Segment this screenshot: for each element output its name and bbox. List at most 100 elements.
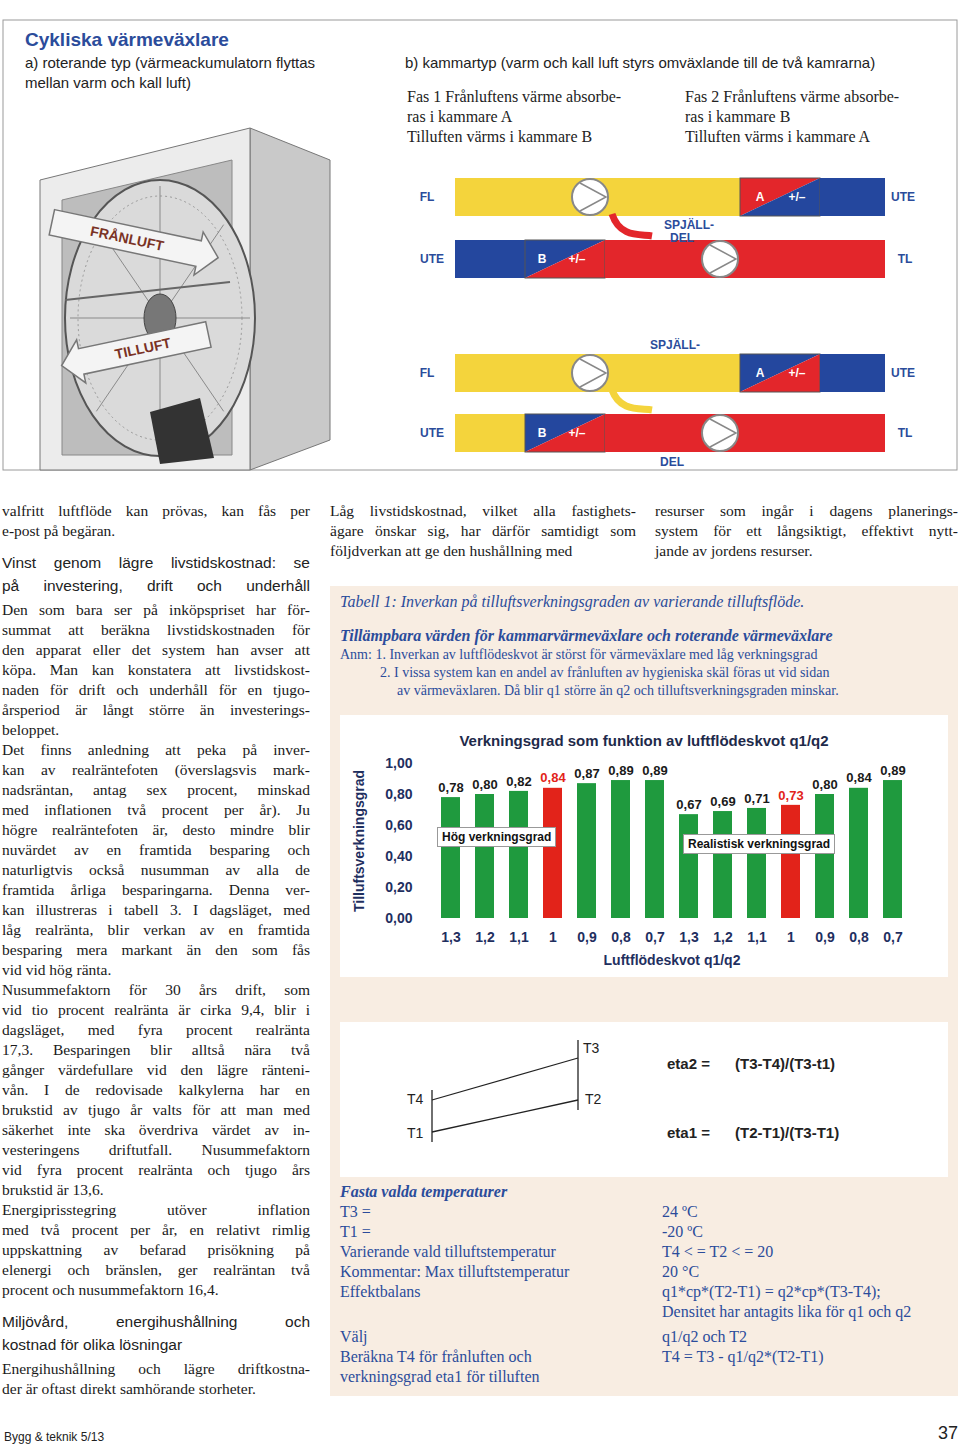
svg-text:Luftflödeskvot q1/q2: Luftflödeskvot q1/q2 bbox=[604, 952, 741, 968]
html-text:a) roterande typ (värmeackumul: a) roterande typ (värmeackumulatorn flyt… bbox=[25, 54, 316, 71]
svg-text:0,40: 0,40 bbox=[385, 848, 412, 864]
svg-text:0,80: 0,80 bbox=[472, 777, 497, 792]
svg-text:1,3: 1,3 bbox=[441, 929, 461, 945]
svg-text:FL: FL bbox=[420, 366, 435, 380]
svg-text:B: B bbox=[538, 426, 547, 440]
svg-text:0,82: 0,82 bbox=[506, 774, 531, 789]
svg-text:0,84: 0,84 bbox=[846, 770, 872, 785]
svg-text:FRÅNLUFT: FRÅNLUFT bbox=[89, 223, 166, 254]
svg-text:0,89: 0,89 bbox=[642, 763, 667, 778]
html-text:nuvärdet av en framtida bespar: nuvärdet av en framtida besparing och bbox=[2, 841, 310, 858]
svg-text:0,60: 0,60 bbox=[385, 817, 412, 833]
html-text:e-post på begäran.: e-post på begäran. bbox=[2, 522, 116, 539]
html-text:kan illustreras i tabell 3. I: kan illustreras i tabell 3. I dagsläget,… bbox=[2, 901, 310, 918]
svg-text:TL: TL bbox=[898, 252, 913, 266]
svg-text:1,2: 1,2 bbox=[475, 929, 495, 945]
svg-text:0,69: 0,69 bbox=[710, 794, 735, 809]
svg-text:eta2 =: eta2 = bbox=[667, 1055, 710, 1072]
svg-text:(T2-T1)/(T3-T1): (T2-T1)/(T3-T1) bbox=[735, 1124, 839, 1141]
svg-text:(T3-T4)/(T3-t1): (T3-T4)/(T3-t1) bbox=[735, 1055, 835, 1072]
html-text:köpa. Man kan konstatera att l: köpa. Man kan konstatera att livstidskos… bbox=[2, 661, 310, 678]
svg-text:0,73: 0,73 bbox=[778, 788, 803, 803]
html-text:mellan varm och kall luft): mellan varm och kall luft) bbox=[25, 74, 191, 91]
svg-text:+/–: +/– bbox=[788, 190, 805, 204]
svg-text:0,80: 0,80 bbox=[385, 786, 412, 802]
html-text:Cykliska värmeväxlare: Cykliska värmeväxlare bbox=[25, 29, 229, 50]
html-text:framtida årliga besparingarna.: framtida årliga besparingarna. Denna ver… bbox=[2, 881, 310, 898]
svg-text:eta1 =: eta1 = bbox=[667, 1124, 710, 1141]
html-text:naden för drift och underhåll: naden för drift och underhåll för en tju… bbox=[2, 681, 310, 698]
html-text:ras i kammare A: ras i kammare A bbox=[407, 108, 513, 125]
svg-text:1,3: 1,3 bbox=[679, 929, 699, 945]
html-text:ras i kammare B: ras i kammare B bbox=[685, 108, 791, 125]
svg-text:+/–: +/– bbox=[568, 252, 585, 266]
svg-text:A: A bbox=[756, 366, 765, 380]
svg-text:0,87: 0,87 bbox=[574, 766, 599, 781]
svg-text:T4: T4 bbox=[407, 1091, 424, 1107]
svg-text:T3: T3 bbox=[583, 1040, 600, 1056]
svg-text:0,89: 0,89 bbox=[880, 763, 905, 778]
html-text:summat att beräkna livstidskos: summat att beräkna livstidskostnaden för bbox=[2, 621, 310, 638]
svg-text:0,9: 0,9 bbox=[577, 929, 597, 945]
svg-text:0,7: 0,7 bbox=[883, 929, 903, 945]
html-text:Tilluften värms i kammare B: Tilluften värms i kammare B bbox=[407, 128, 593, 145]
svg-text:SPJÄLL-: SPJÄLL- bbox=[650, 337, 700, 352]
html-text:Fas 2 Frånluftens värme absorb: Fas 2 Frånluftens värme absorbe- bbox=[685, 88, 900, 105]
svg-text:0,89: 0,89 bbox=[608, 763, 633, 778]
html-text:Fas 1 Frånluftens värme absorb: Fas 1 Frånluftens värme absorbe- bbox=[407, 88, 622, 105]
html-text:årsperiod är långt större än i: årsperiod är långt större än investering… bbox=[2, 701, 310, 718]
svg-text:Tilluftsverkningsgrad: Tilluftsverkningsgrad bbox=[351, 770, 367, 912]
svg-text:1,00: 1,00 bbox=[385, 755, 412, 771]
svg-text:0,71: 0,71 bbox=[744, 791, 769, 806]
html-text:kan av realräntefoten (översla: kan av realräntefoten (överslagsvis mark… bbox=[2, 761, 310, 778]
html-text:beloppet.: beloppet. bbox=[2, 721, 60, 738]
html-text:valfritt luftflöde kan prövas,: valfritt luftflöde kan prövas, kan fås p… bbox=[2, 502, 310, 519]
html-text:naturligtvis också nusumman av: naturligtvis också nusumman av alla de bbox=[2, 861, 310, 878]
html-text:på investering, drift och unde: på investering, drift och underhåll bbox=[2, 576, 310, 594]
svg-text:UTE: UTE bbox=[891, 366, 915, 380]
svg-text:1: 1 bbox=[549, 929, 557, 945]
svg-text:UTE: UTE bbox=[420, 426, 444, 440]
svg-text:0,80: 0,80 bbox=[812, 777, 837, 792]
svg-text:0,67: 0,67 bbox=[676, 797, 701, 812]
svg-text:B: B bbox=[538, 252, 547, 266]
svg-text:0,8: 0,8 bbox=[611, 929, 631, 945]
svg-text:1,2: 1,2 bbox=[713, 929, 733, 945]
html-text:den apparat eller det system h: den apparat eller det system han avser a… bbox=[2, 641, 310, 658]
html-text:med inflationen två procent pe: med inflationen två procent per år). Ju bbox=[2, 801, 310, 818]
svg-text:SPJÄLL-: SPJÄLL- bbox=[664, 217, 714, 232]
html-text:Vinst genom lägre livstidskost: Vinst genom lägre livstidskostnad: se bbox=[2, 553, 310, 571]
svg-text:1,1: 1,1 bbox=[509, 929, 529, 945]
svg-text:0,8: 0,8 bbox=[849, 929, 869, 945]
svg-text:0,84: 0,84 bbox=[540, 770, 566, 785]
svg-text:T1: T1 bbox=[407, 1125, 424, 1141]
html-text:Den som bara ser på inköpspris: Den som bara ser på inköpspriset har för… bbox=[2, 601, 310, 618]
svg-text:0,9: 0,9 bbox=[815, 929, 835, 945]
svg-text:FL: FL bbox=[420, 190, 435, 204]
svg-text:UTE: UTE bbox=[891, 190, 915, 204]
svg-text:TL: TL bbox=[898, 426, 913, 440]
html-text:låg realränta, blir verkan av: låg realränta, blir verkan av en framtid… bbox=[2, 921, 310, 938]
html-text:högre realräntefoten är, desto: högre realräntefoten är, desto mindre bl… bbox=[2, 821, 310, 838]
svg-text:+/–: +/– bbox=[568, 426, 585, 440]
svg-text:0,7: 0,7 bbox=[645, 929, 665, 945]
svg-text:DEL: DEL bbox=[670, 231, 694, 245]
svg-text:1: 1 bbox=[787, 929, 795, 945]
html-text:Miljövård, energihushållning o: Miljövård, energihushållning och bbox=[2, 1312, 310, 1330]
html-text:nadsräntan, antag sex procent,: nadsräntan, antag sex procent, minskad bbox=[2, 781, 310, 798]
svg-text:0,00: 0,00 bbox=[385, 910, 412, 926]
svg-text:0,20: 0,20 bbox=[385, 879, 412, 895]
html-text:kostnad för olika lösningar: kostnad för olika lösningar bbox=[2, 1335, 183, 1353]
svg-text:1,1: 1,1 bbox=[747, 929, 767, 945]
svg-text:TILLUFT: TILLUFT bbox=[113, 335, 172, 363]
svg-text:T2: T2 bbox=[585, 1091, 602, 1107]
svg-text:+/–: +/– bbox=[788, 366, 805, 380]
html-text:Det finns anledning att peka p: Det finns anledning att peka på inver- bbox=[2, 741, 310, 758]
html-text:Tilluften värms i kammare A: Tilluften värms i kammare A bbox=[685, 128, 871, 145]
svg-text:UTE: UTE bbox=[420, 252, 444, 266]
svg-text:DEL: DEL bbox=[660, 455, 684, 469]
svg-text:0,78: 0,78 bbox=[438, 780, 463, 795]
svg-text:A: A bbox=[756, 190, 765, 204]
html-text:b) kammartyp (varm och kall lu: b) kammartyp (varm och kall luft styrs o… bbox=[405, 54, 876, 71]
html-text:37: 37 bbox=[938, 1423, 958, 1443]
